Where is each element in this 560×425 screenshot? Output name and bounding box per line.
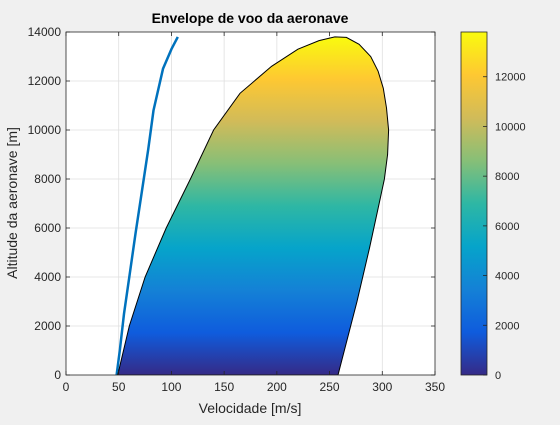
y-axis-label: Altitude da aeronave [m]	[4, 127, 20, 279]
colorbar: 0 2000 4000 6000 8000 10000 12000	[460, 31, 526, 382]
x-tick-label: 250	[320, 380, 340, 394]
colorbar-tick-label: 8000	[495, 171, 519, 183]
x-tick-label: 350	[425, 380, 445, 394]
flight-envelope-area	[117, 36, 390, 375]
y-tick-label: 14000	[28, 25, 62, 39]
stall-speed-line	[115, 36, 179, 375]
colorbar-tick-label: 4000	[495, 271, 519, 283]
colorbar-tick-label: 12000	[495, 72, 526, 84]
colorbar-tick-label: 10000	[495, 121, 526, 133]
colorbar-tick-label: 6000	[495, 221, 519, 233]
x-tick-label: 200	[267, 380, 287, 394]
y-tick-label: 6000	[34, 221, 61, 235]
y-tick-label: 12000	[28, 74, 62, 88]
x-tick-label: 150	[214, 380, 234, 394]
data-layer	[115, 36, 390, 375]
x-tick-label: 0	[63, 380, 70, 394]
colorbar-tick-label: 0	[495, 370, 501, 382]
chart-title: Envelope de voo da aeronave	[152, 10, 349, 26]
x-tick-label: 50	[112, 380, 126, 394]
y-tick-label: 2000	[34, 319, 61, 333]
colorbar-tick-label: 2000	[495, 320, 519, 332]
x-axis-label: Velocidade [m/s]	[199, 400, 302, 416]
axes: 0 50 100 150 200 250 300 350 0 2000 4000 6000 8000 10…	[28, 25, 446, 394]
plot-frame	[65, 31, 436, 376]
colorbar-gradient	[460, 31, 488, 376]
y-tick-label: 10000	[28, 123, 62, 137]
y-tick-label: 0	[54, 368, 61, 382]
y-tick-label: 8000	[34, 172, 61, 186]
x-tick-label: 100	[161, 380, 181, 394]
y-tick-label: 4000	[34, 270, 61, 284]
x-tick-label: 300	[372, 380, 392, 394]
